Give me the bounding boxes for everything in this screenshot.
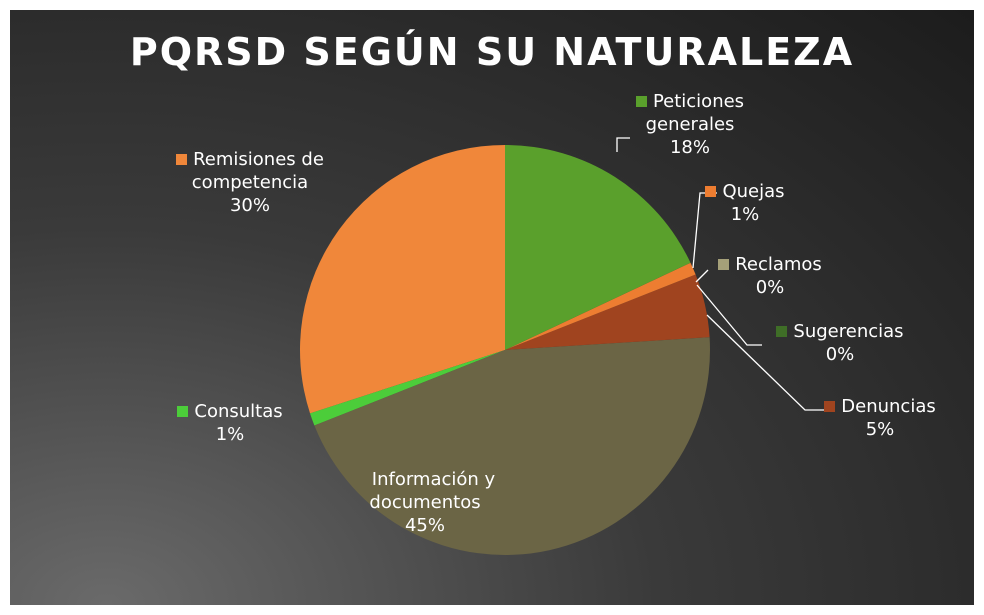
leader-line xyxy=(696,284,762,346)
legend-key xyxy=(176,154,188,165)
label-name-line: Reclamos xyxy=(700,253,840,276)
label-name-line: Consultas xyxy=(150,400,310,423)
category-label: Reclamos xyxy=(735,254,822,275)
chart: PQRSD SEGÚN SU NATURALEZA Peticiones gen… xyxy=(10,10,974,605)
pie-slice xyxy=(505,145,691,350)
value-label: 0% xyxy=(755,277,785,298)
value-label: 0% xyxy=(825,344,855,365)
legend-key xyxy=(705,186,717,197)
category-label: Remisiones de competencia xyxy=(191,149,324,193)
leader-line xyxy=(616,137,630,152)
data-label: Remisiones de competencia 30% xyxy=(145,148,355,217)
data-label: Información y documentos 45% xyxy=(325,468,525,537)
legend-key xyxy=(776,326,788,337)
leader-line xyxy=(706,314,825,411)
leader-line xyxy=(695,269,709,283)
chart-title: PQRSD SEGÚN SU NATURALEZA xyxy=(129,30,855,74)
pie-slice xyxy=(505,262,696,350)
value-label: 1% xyxy=(215,424,245,445)
value-label: 5% xyxy=(865,419,895,440)
pie-slice xyxy=(505,274,710,350)
category-label: Quejas xyxy=(722,181,785,202)
value-label: 1% xyxy=(730,204,760,225)
data-label: Reclamos 0% xyxy=(700,253,840,299)
value-label: 30% xyxy=(229,195,270,216)
pie-slice xyxy=(300,145,505,414)
legend-key xyxy=(177,406,189,417)
category-label: Peticiones generales xyxy=(645,91,745,135)
category-label: Información y documentos xyxy=(369,469,496,513)
legend-key xyxy=(824,401,836,412)
label-name-line: Remisiones de competencia xyxy=(145,148,355,194)
pie-slice xyxy=(314,337,710,555)
legend-key xyxy=(718,259,730,270)
data-label: Sugerencias 0% xyxy=(750,320,930,366)
label-name-line: Quejas xyxy=(700,180,790,203)
pie-area xyxy=(300,137,825,555)
legend-key xyxy=(354,474,366,485)
legend-key xyxy=(635,96,647,107)
label-name-line: Peticiones generales xyxy=(615,90,765,136)
category-label: Sugerencias xyxy=(793,321,904,342)
label-name-line: Información y documentos xyxy=(325,468,525,514)
value-label: 18% xyxy=(669,137,710,158)
data-label: Quejas 1% xyxy=(700,180,790,226)
value-label: 45% xyxy=(404,515,445,536)
label-name-line: Sugerencias xyxy=(750,320,930,343)
category-label: Consultas xyxy=(194,401,283,422)
data-label: Denuncias 5% xyxy=(810,395,950,441)
data-label: Consultas 1% xyxy=(150,400,310,446)
label-name-line: Denuncias xyxy=(810,395,950,418)
category-label: Denuncias xyxy=(841,396,936,417)
pie-slice xyxy=(310,350,505,426)
data-label: Peticiones generales 18% xyxy=(615,90,765,159)
